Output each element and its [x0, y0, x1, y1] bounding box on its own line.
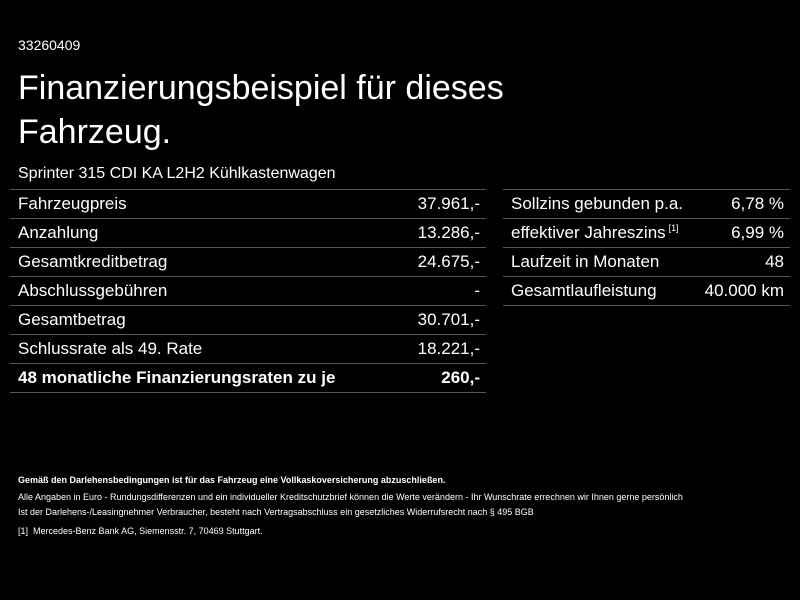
- row-label-text: effektiver Jahreszins: [511, 223, 666, 242]
- row-label-text: Gesamtkreditbetrag: [18, 252, 168, 271]
- table-row: Schlussrate als 49. Rate 18.221,-: [10, 335, 486, 364]
- row-label-text: Anzahlung: [18, 223, 99, 242]
- row-label: Gesamtbetrag: [18, 310, 126, 330]
- row-value: 24.675,-: [417, 252, 480, 271]
- row-label: Gesamtlaufleistung: [511, 281, 657, 301]
- row-value: 13.286,-: [417, 223, 480, 242]
- row-value: -: [474, 281, 480, 300]
- row-label-text: Schlussrate als 49. Rate: [18, 339, 203, 358]
- row-label: Schlussrate als 49. Rate: [18, 339, 202, 359]
- table-row: effektiver Jahreszins [1] 6,99 %: [503, 219, 790, 248]
- table-row: Gesamtkreditbetrag 24.675,-: [10, 248, 486, 277]
- row-label-text: Fahrzeugpreis: [18, 194, 127, 213]
- row-label-text: Gesamtbetrag: [18, 310, 126, 329]
- table-row: Abschlussgebühren -: [10, 277, 486, 306]
- row-value: 18.221,-: [417, 339, 480, 358]
- row-value: 6,78 %: [731, 194, 784, 213]
- footer-lines: Alle Angaben in Euro - Rundungsdifferenz…: [18, 490, 683, 520]
- row-label-text: Gesamtlaufleistung: [511, 281, 657, 300]
- footnote-marker: [1]: [18, 526, 29, 536]
- row-label-text: Sollzins gebunden p.a.: [511, 194, 684, 213]
- footer-bold: Gemäß den Darlehensbedingungen ist für d…: [18, 475, 446, 485]
- table-row: Fahrzeugpreis 37.961,-: [10, 190, 486, 219]
- row-label-text: 48 monatliche Finanzierungsraten zu je: [18, 368, 336, 387]
- table-row: Gesamtlaufleistung 40.000 km: [503, 277, 790, 306]
- table-row: Sollzins gebunden p.a. 6,78 %: [503, 190, 790, 219]
- footer: Gemäß den Darlehensbedingungen ist für d…: [18, 473, 683, 539]
- row-value: 40.000 km: [704, 281, 784, 300]
- row-label: Anzahlung: [18, 223, 98, 243]
- row-label: Fahrzeugpreis: [18, 194, 127, 214]
- reference-id: 33260409: [18, 37, 81, 53]
- table-row: Anzahlung 13.286,-: [10, 219, 486, 248]
- footnote-ref: [1]: [668, 223, 679, 234]
- footer-line: Ist der Darlehens-/Leasingnehmer Verbrau…: [18, 507, 534, 517]
- subtitle: Sprinter 315 CDI KA L2H2 Kühlkastenwagen: [18, 165, 336, 182]
- footer-line: Alle Angaben in Euro - Rundungsdifferenz…: [18, 492, 683, 502]
- row-label-text: Laufzeit in Monaten: [511, 252, 660, 271]
- table-row: 48 monatliche Finanzierungsraten zu je 26…: [10, 364, 486, 393]
- row-label: Abschlussgebühren: [18, 281, 167, 301]
- footnote-text: Mercedes-Benz Bank AG, Siemensstr. 7, 70…: [33, 526, 263, 536]
- table-row: Laufzeit in Monaten 48: [503, 248, 790, 277]
- finance-table: Fahrzeugpreis 37.961,- Anzahlung 13.286,- Ge…: [10, 189, 486, 393]
- row-value: 30.701,-: [417, 310, 480, 329]
- row-value: 260,-: [441, 368, 480, 387]
- row-label: Sollzins gebunden p.a.: [511, 194, 683, 214]
- footnote: [1] Mercedes-Benz Bank AG, Siemensstr. 7…: [18, 524, 683, 539]
- row-value: 6,99 %: [731, 223, 784, 242]
- row-value: 48: [765, 252, 784, 271]
- row-label: Laufzeit in Monaten: [511, 252, 659, 272]
- row-label: effektiver Jahreszins [1]: [511, 223, 679, 243]
- row-label-text: Abschlussgebühren: [18, 281, 168, 300]
- table-row: Gesamtbetrag 30.701,-: [10, 306, 486, 335]
- row-label: Gesamtkreditbetrag: [18, 252, 167, 272]
- title: Finanzierungsbeispiel für dieses Fahrzeu…: [18, 69, 504, 151]
- rate-table: Sollzins gebunden p.a. 6,78 % effektiver J…: [503, 189, 790, 306]
- row-label: 48 monatliche Finanzierungsraten zu je: [18, 368, 335, 388]
- row-value: 37.961,-: [417, 194, 480, 213]
